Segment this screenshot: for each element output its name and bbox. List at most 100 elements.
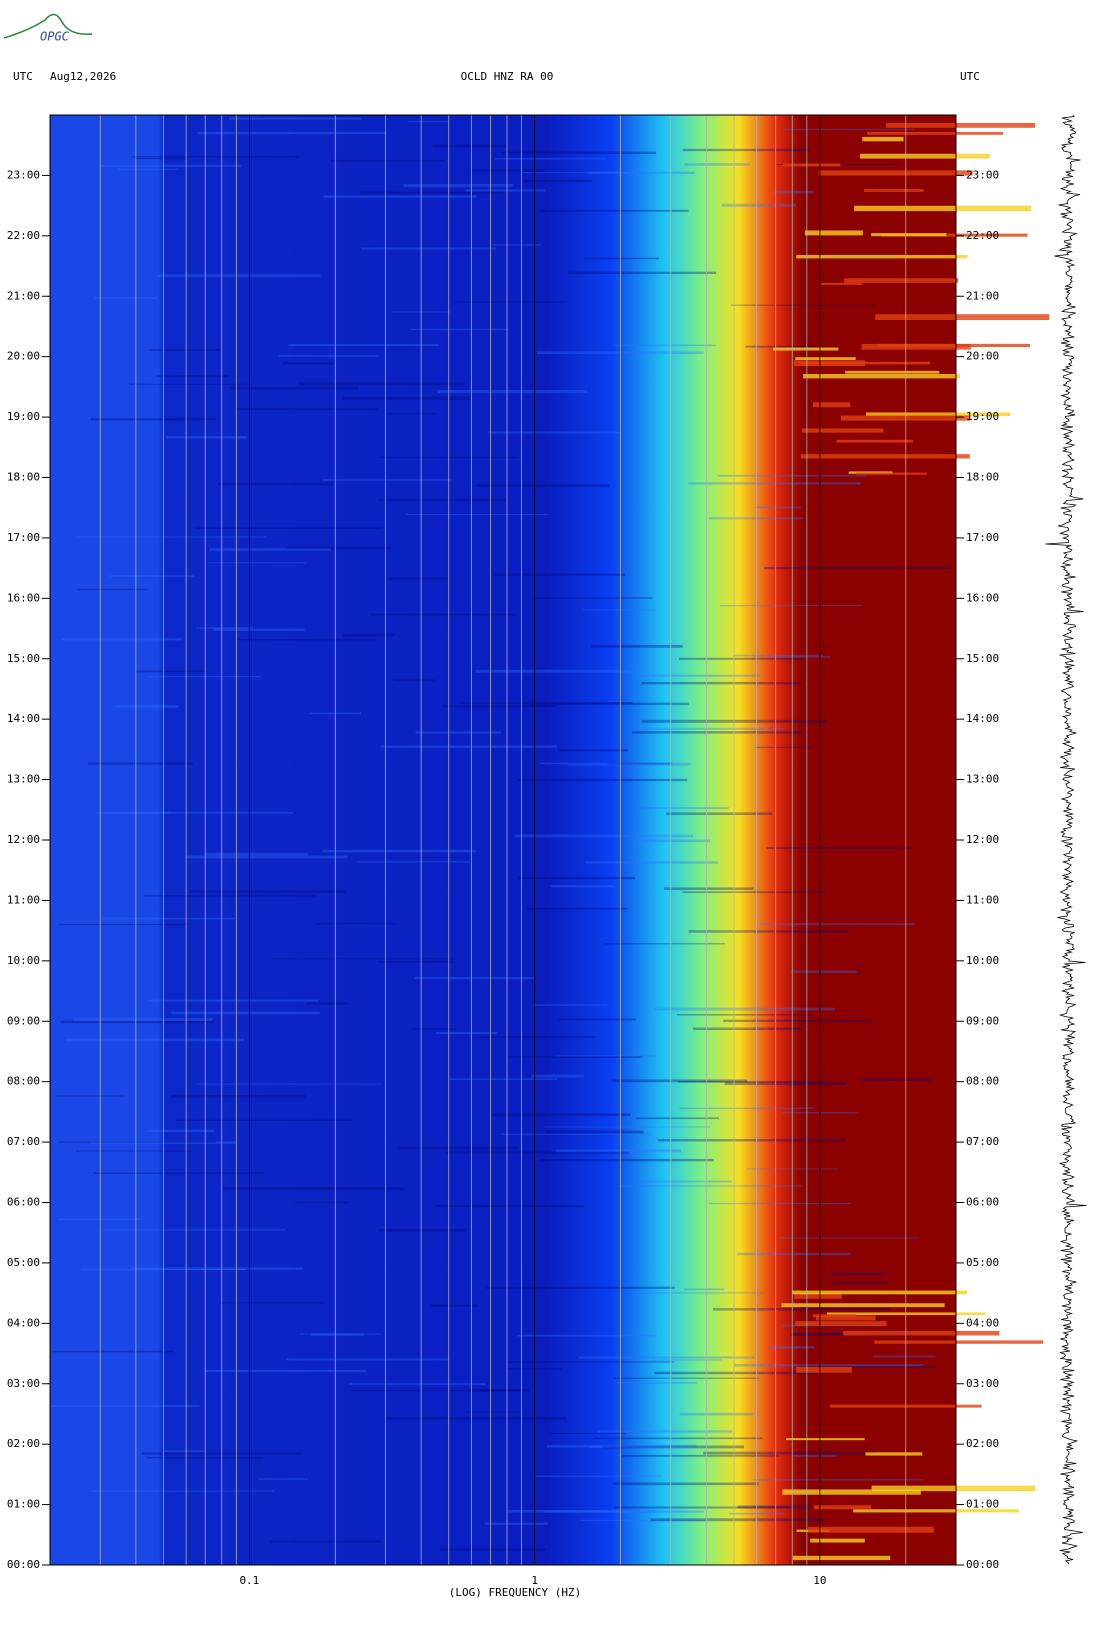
- texture-streak: [845, 370, 940, 374]
- texture-streak: [594, 1437, 763, 1440]
- texture-streak: [682, 148, 810, 152]
- texture-streak: [688, 482, 861, 485]
- texture-streak: [546, 1444, 697, 1448]
- texture-streak: [132, 156, 299, 158]
- texture-streak: [387, 413, 436, 415]
- texture-streak: [465, 1411, 523, 1413]
- texture-streak: [853, 1509, 1019, 1513]
- texture-streak: [618, 1185, 803, 1187]
- texture-streak: [682, 891, 826, 893]
- texture-streak: [361, 247, 497, 250]
- texture-streak: [156, 375, 230, 378]
- texture-streak: [612, 1079, 748, 1083]
- texture-streak: [299, 382, 465, 386]
- texture-streak: [393, 679, 435, 682]
- texture-streak: [781, 1303, 945, 1308]
- texture-streak: [209, 548, 331, 551]
- texture-streak: [522, 172, 628, 174]
- texture-streak: [865, 412, 1011, 417]
- texture-streak: [288, 343, 440, 347]
- texture-streak: [821, 282, 863, 285]
- texture-streak: [269, 1540, 382, 1543]
- texture-streak: [666, 812, 773, 815]
- texture-streak: [799, 1366, 938, 1368]
- texture-streak: [557, 1018, 637, 1021]
- header-left: UTC: [13, 70, 33, 83]
- y-tick-label-right: 21:00: [966, 289, 999, 302]
- texture-streak: [55, 1095, 126, 1097]
- texture-streak: [766, 847, 910, 849]
- texture-streak: [441, 705, 557, 708]
- texture-streak: [790, 970, 858, 973]
- texture-streak: [813, 402, 851, 408]
- texture-streak: [311, 1333, 364, 1336]
- y-tick-label: 18:00: [7, 471, 40, 484]
- texture-streak: [654, 1007, 835, 1011]
- texture-streak: [58, 923, 188, 926]
- texture-streak: [732, 654, 824, 657]
- texture-streak: [316, 922, 397, 925]
- texture-streak: [679, 1412, 754, 1416]
- texture-streak: [407, 121, 449, 123]
- y-tick-label: 16:00: [7, 591, 40, 604]
- y-tick-label: 03:00: [7, 1377, 40, 1390]
- texture-streak: [783, 163, 841, 167]
- texture-streak: [406, 513, 548, 515]
- texture-streak: [664, 887, 754, 890]
- texture-streak: [432, 144, 507, 148]
- texture-streak: [831, 1281, 888, 1284]
- texture-streak: [796, 254, 968, 259]
- texture-streak: [818, 170, 973, 176]
- texture-streak: [539, 209, 689, 212]
- y-tick-label: 23:00: [7, 168, 40, 181]
- texture-streak: [731, 304, 875, 306]
- texture-streak: [101, 164, 241, 167]
- texture-streak: [555, 1055, 657, 1057]
- texture-streak: [794, 1292, 842, 1299]
- x-tick-label: 0.1: [239, 1574, 259, 1587]
- texture-streak: [591, 644, 683, 648]
- spectrogram-texture: [50, 115, 1050, 1561]
- texture-streak: [792, 1290, 968, 1295]
- texture-streak: [95, 812, 170, 814]
- logo: OPGC: [40, 30, 70, 44]
- texture-streak: [641, 1180, 732, 1183]
- texture-streak: [862, 136, 904, 142]
- texture-streak: [295, 1201, 349, 1204]
- texture-streak: [495, 158, 606, 160]
- texture-streak: [148, 1129, 215, 1133]
- texture-streak: [370, 613, 516, 616]
- texture-streak: [286, 546, 391, 550]
- texture-streak: [487, 431, 623, 434]
- texture-streak: [791, 1454, 836, 1457]
- texture-streak: [259, 1478, 309, 1480]
- texture-streak: [439, 1547, 546, 1551]
- texture-streak: [102, 1229, 286, 1231]
- texture-streak: [322, 849, 477, 853]
- texture-streak: [612, 344, 716, 347]
- texture-streak: [583, 257, 660, 260]
- y-tick-label: 13:00: [7, 773, 40, 786]
- texture-streak: [654, 1371, 818, 1375]
- texture-streak: [872, 1355, 936, 1358]
- texture-streak: [871, 1485, 1036, 1492]
- texture-streak: [260, 115, 439, 117]
- texture-streak: [236, 408, 378, 411]
- texture-streak: [146, 1457, 263, 1459]
- texture-streak: [94, 297, 158, 300]
- texture-streak: [585, 861, 718, 864]
- header-right: UTC: [960, 70, 980, 83]
- y-tick-label-right: 03:00: [966, 1377, 999, 1390]
- texture-streak: [207, 562, 307, 564]
- texture-streak: [582, 609, 654, 611]
- chart-title: OCLD HNZ RA 00: [461, 70, 554, 83]
- texture-streak: [218, 482, 333, 486]
- texture-streak: [597, 1430, 733, 1433]
- texture-streak: [514, 834, 693, 838]
- texture-streak: [101, 917, 235, 920]
- texture-streak: [50, 1404, 200, 1407]
- texture-streak: [724, 1082, 847, 1086]
- texture-streak: [90, 417, 216, 421]
- texture-streak: [588, 171, 696, 174]
- texture-streak: [709, 1202, 852, 1205]
